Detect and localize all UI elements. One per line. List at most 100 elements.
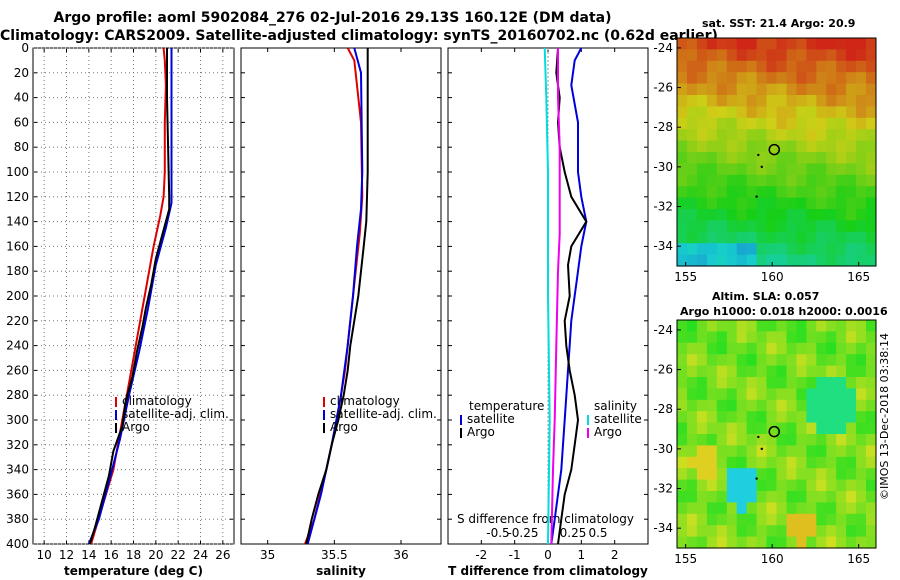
y-tick-label: 260 xyxy=(6,363,29,377)
map-cell xyxy=(866,231,877,244)
map-cell xyxy=(796,243,807,256)
map-cell xyxy=(796,422,807,435)
map-cell xyxy=(846,231,857,244)
map-cell xyxy=(866,243,877,256)
map-cell xyxy=(866,220,877,233)
map-cell xyxy=(826,377,837,389)
map-cell xyxy=(826,331,837,344)
map-cell xyxy=(786,445,797,458)
map-cell xyxy=(687,468,698,481)
map-cell xyxy=(716,377,728,389)
map-cell xyxy=(706,197,718,210)
map-cell xyxy=(806,513,817,526)
map-cell xyxy=(856,331,867,344)
map-cell xyxy=(726,38,738,50)
map-cell xyxy=(786,209,797,221)
map-cell xyxy=(756,83,768,96)
map-cell xyxy=(736,129,748,142)
map-cell xyxy=(716,399,728,412)
map-cell xyxy=(836,365,847,378)
map-cell xyxy=(816,342,827,355)
map-cell xyxy=(687,60,698,73)
map-cell xyxy=(856,377,867,389)
map-frame xyxy=(676,37,877,267)
map-cell xyxy=(726,331,738,344)
map-y-tick-label: -32 xyxy=(653,200,673,214)
map-cell xyxy=(816,254,827,267)
map-cell xyxy=(766,468,777,481)
map-cell xyxy=(806,456,817,469)
map-cell xyxy=(776,49,787,62)
map-cell xyxy=(716,38,728,50)
map-cell xyxy=(796,525,807,538)
map-cell xyxy=(836,220,847,233)
map-cell xyxy=(677,243,688,256)
map-cell xyxy=(687,106,698,119)
map-cell xyxy=(746,152,758,164)
map-cell xyxy=(736,445,748,458)
map-cell xyxy=(786,95,797,107)
map-cell xyxy=(696,163,708,176)
map-cell xyxy=(856,456,867,469)
map-cell xyxy=(776,140,787,153)
map-cell xyxy=(706,129,718,142)
map-x-tick-label: 160 xyxy=(761,270,784,284)
map-cell xyxy=(716,365,728,378)
x-tick-label: 35.5 xyxy=(321,548,348,562)
map-cell xyxy=(816,186,827,199)
map-cell xyxy=(786,411,797,424)
map-cell xyxy=(836,197,847,210)
map-cell xyxy=(687,502,698,515)
map-cell xyxy=(687,479,698,492)
map-cell xyxy=(786,152,797,164)
map-cell xyxy=(716,163,728,176)
s-diff-tick-label: 0.5 xyxy=(588,526,607,540)
map-cell xyxy=(806,491,817,503)
map-cell xyxy=(826,243,837,256)
map-cell xyxy=(736,231,748,244)
map-cell xyxy=(806,399,817,412)
map-cell xyxy=(796,468,807,481)
map-cell xyxy=(766,445,777,458)
map-cell xyxy=(856,140,867,153)
map-cell xyxy=(687,83,698,96)
legend-title-temperature: temperature xyxy=(469,399,544,413)
map-cell xyxy=(836,38,847,50)
map-cell xyxy=(736,152,748,164)
map-cell xyxy=(836,254,847,267)
map-cell xyxy=(866,456,877,469)
map-cell xyxy=(836,525,847,538)
map-cell xyxy=(826,411,837,424)
map-cell xyxy=(736,83,748,96)
title-line-2: Climatology: CARS2009. Satellite-adjuste… xyxy=(0,28,718,44)
map-cell xyxy=(736,320,748,332)
map-cell xyxy=(756,525,768,538)
map-cell xyxy=(856,209,867,221)
map-cell xyxy=(736,220,748,233)
map-cell xyxy=(826,491,837,503)
map-cell xyxy=(736,536,748,549)
map-cell xyxy=(687,117,698,130)
map-cell xyxy=(736,502,748,515)
map-cell xyxy=(696,502,708,515)
map-cell xyxy=(856,106,867,119)
map-cell xyxy=(706,186,718,199)
map-cell xyxy=(816,72,827,85)
map-cell xyxy=(687,445,698,458)
map-cell xyxy=(746,254,758,267)
map-cell xyxy=(786,513,797,526)
s-diff-tick-label: -0.5 xyxy=(486,526,509,540)
map-cell xyxy=(766,434,777,446)
map-cell xyxy=(677,445,688,458)
map-cell xyxy=(746,399,758,412)
map-cell xyxy=(766,106,777,119)
map-cell xyxy=(726,456,738,469)
map-cell xyxy=(746,129,758,142)
y-tick-label: 60 xyxy=(14,115,29,129)
map-cell xyxy=(776,152,787,164)
map-cell xyxy=(866,536,877,549)
map-cell xyxy=(846,491,857,503)
map-cell xyxy=(836,377,847,389)
map-cell xyxy=(856,231,867,244)
